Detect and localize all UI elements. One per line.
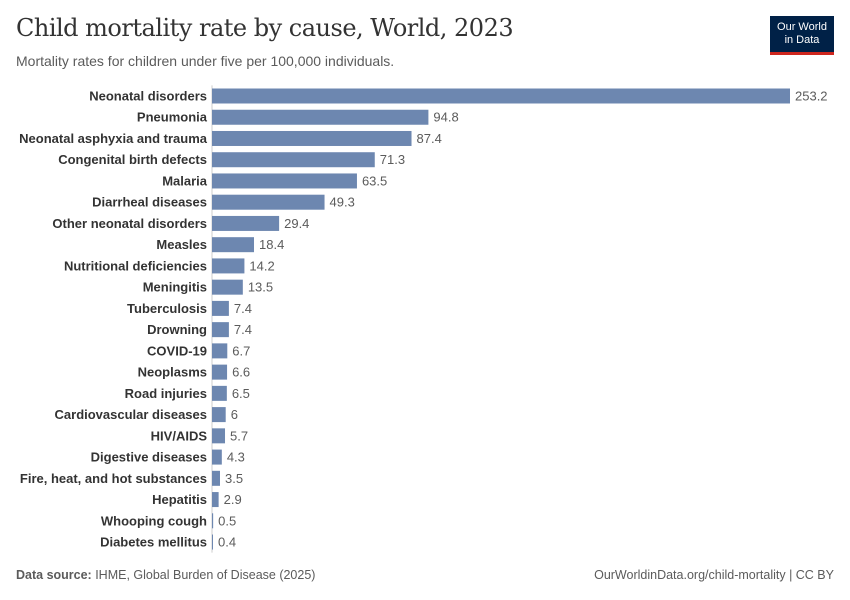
- bar[interactable]: [212, 152, 375, 168]
- logo-line1: Our World: [777, 21, 827, 33]
- category-label: Road injuries: [125, 386, 207, 401]
- bar[interactable]: [212, 109, 429, 125]
- bar[interactable]: [212, 364, 228, 380]
- source-text: IHME, Global Burden of Disease (2025): [91, 568, 316, 582]
- bar[interactable]: [212, 407, 226, 423]
- data-source: Data source: IHME, Global Burden of Dise…: [16, 568, 315, 582]
- bar[interactable]: [212, 492, 219, 508]
- category-label: Nutritional deficiencies: [64, 258, 207, 273]
- value-label: 14.2: [249, 258, 274, 273]
- value-label: 2.9: [224, 492, 242, 507]
- bar[interactable]: [212, 470, 220, 486]
- owid-logo[interactable]: Our World in Data: [770, 16, 834, 55]
- category-label: Neoplasms: [138, 365, 207, 380]
- bar[interactable]: [212, 173, 357, 189]
- bar[interactable]: [212, 215, 280, 231]
- category-label: Measles: [156, 237, 207, 252]
- value-label: 18.4: [259, 237, 284, 252]
- value-label: 6.6: [232, 365, 250, 380]
- category-label: Fire, heat, and hot substances: [20, 471, 207, 486]
- category-label: Cardiovascular diseases: [55, 407, 207, 422]
- chart-title: Child mortality rate by cause, World, 20…: [16, 14, 514, 42]
- value-label: 5.7: [230, 428, 248, 443]
- category-label: Neonatal asphyxia and trauma: [19, 131, 208, 146]
- category-label: Whooping cough: [101, 513, 207, 528]
- value-label: 63.5: [362, 173, 387, 188]
- bar[interactable]: [212, 449, 222, 465]
- category-label: Diabetes mellitus: [100, 535, 207, 550]
- value-label: 6: [231, 407, 238, 422]
- value-label: 4.3: [227, 450, 245, 465]
- category-label: Pneumonia: [137, 110, 208, 125]
- bar[interactable]: [212, 534, 213, 550]
- bar[interactable]: [212, 194, 325, 210]
- bar[interactable]: [212, 343, 228, 359]
- value-label: 71.3: [380, 152, 405, 167]
- category-label: Meningitis: [143, 280, 207, 295]
- bar[interactable]: [212, 130, 412, 146]
- source-label: Data source:: [16, 568, 92, 582]
- bar[interactable]: [212, 88, 790, 104]
- bar[interactable]: [212, 513, 214, 529]
- category-label: Neonatal disorders: [89, 89, 207, 104]
- category-label: Diarrheal diseases: [92, 195, 207, 210]
- value-label: 7.4: [234, 322, 252, 337]
- category-label: Congenital birth defects: [58, 152, 207, 167]
- category-label: Drowning: [147, 322, 207, 337]
- bar-chart: Neonatal disorders 253.2 Pneumonia 94.8 Neon…: [19, 85, 828, 553]
- category-label: Malaria: [162, 173, 208, 188]
- value-label: 6.7: [232, 343, 250, 358]
- category-label: Other neonatal disorders: [52, 216, 207, 231]
- value-label: 253.2: [795, 89, 828, 104]
- category-label: Hepatitis: [152, 492, 207, 507]
- bar[interactable]: [212, 428, 226, 444]
- chart-subtitle: Mortality rates for children under five …: [16, 53, 395, 69]
- category-label: Digestive diseases: [91, 450, 207, 465]
- value-label: 0.4: [218, 535, 236, 550]
- value-label: 7.4: [234, 301, 252, 316]
- value-label: 29.4: [284, 216, 309, 231]
- value-label: 13.5: [248, 280, 273, 295]
- category-label: HIV/AIDS: [151, 428, 208, 443]
- bar[interactable]: [212, 237, 255, 253]
- value-label: 6.5: [232, 386, 250, 401]
- value-label: 94.8: [433, 110, 458, 125]
- source-url[interactable]: OurWorldinData.org/child-mortality | CC …: [594, 568, 834, 582]
- bar[interactable]: [212, 279, 243, 295]
- value-label: 0.5: [218, 513, 236, 528]
- bar[interactable]: [212, 322, 229, 338]
- category-label: Tuberculosis: [127, 301, 207, 316]
- bar[interactable]: [212, 300, 229, 316]
- logo-line2: in Data: [784, 34, 820, 46]
- category-label: COVID-19: [147, 343, 207, 358]
- value-label: 87.4: [417, 131, 442, 146]
- bar[interactable]: [212, 258, 245, 274]
- value-label: 49.3: [330, 195, 355, 210]
- bar[interactable]: [212, 385, 227, 401]
- value-label: 3.5: [225, 471, 243, 486]
